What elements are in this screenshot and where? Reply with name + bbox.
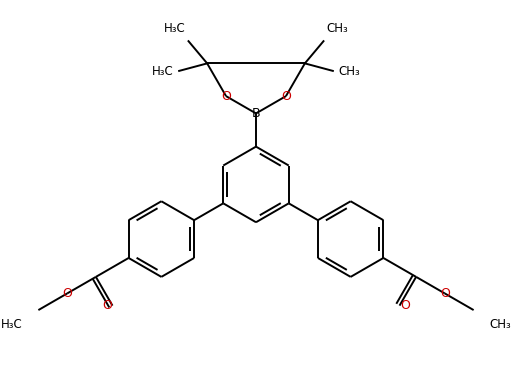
- Text: CH₃: CH₃: [338, 65, 360, 78]
- Text: O: O: [62, 287, 72, 300]
- Text: O: O: [400, 299, 410, 312]
- Text: B: B: [252, 107, 260, 120]
- Text: CH₃: CH₃: [490, 318, 511, 332]
- Text: O: O: [102, 299, 112, 312]
- Text: O: O: [440, 287, 450, 300]
- Text: O: O: [281, 90, 291, 103]
- Text: H₃C: H₃C: [1, 318, 22, 332]
- Text: CH₃: CH₃: [327, 22, 348, 35]
- Text: H₃C: H₃C: [152, 65, 174, 78]
- Text: H₃C: H₃C: [164, 22, 185, 35]
- Text: O: O: [221, 90, 231, 103]
